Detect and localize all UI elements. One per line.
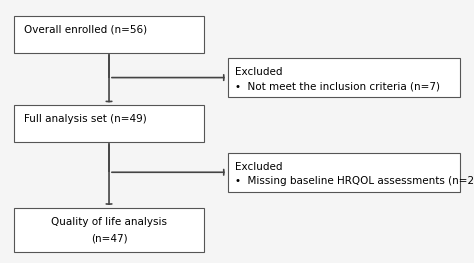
Text: •  Not meet the inclusion criteria (n=7): • Not meet the inclusion criteria (n=7) <box>235 82 439 92</box>
FancyBboxPatch shape <box>14 16 204 53</box>
Text: Excluded: Excluded <box>235 67 282 77</box>
Text: Full analysis set (n=49): Full analysis set (n=49) <box>24 114 146 124</box>
FancyBboxPatch shape <box>14 105 204 142</box>
Text: Excluded: Excluded <box>235 162 282 172</box>
FancyBboxPatch shape <box>14 208 204 252</box>
FancyBboxPatch shape <box>228 153 460 192</box>
Text: Quality of life analysis: Quality of life analysis <box>51 217 167 227</box>
Text: •  Missing baseline HRQOL assessments (n=2): • Missing baseline HRQOL assessments (n=… <box>235 176 474 186</box>
Text: Overall enrolled (n=56): Overall enrolled (n=56) <box>24 25 147 35</box>
FancyBboxPatch shape <box>228 58 460 97</box>
Text: (n=47): (n=47) <box>91 233 128 243</box>
